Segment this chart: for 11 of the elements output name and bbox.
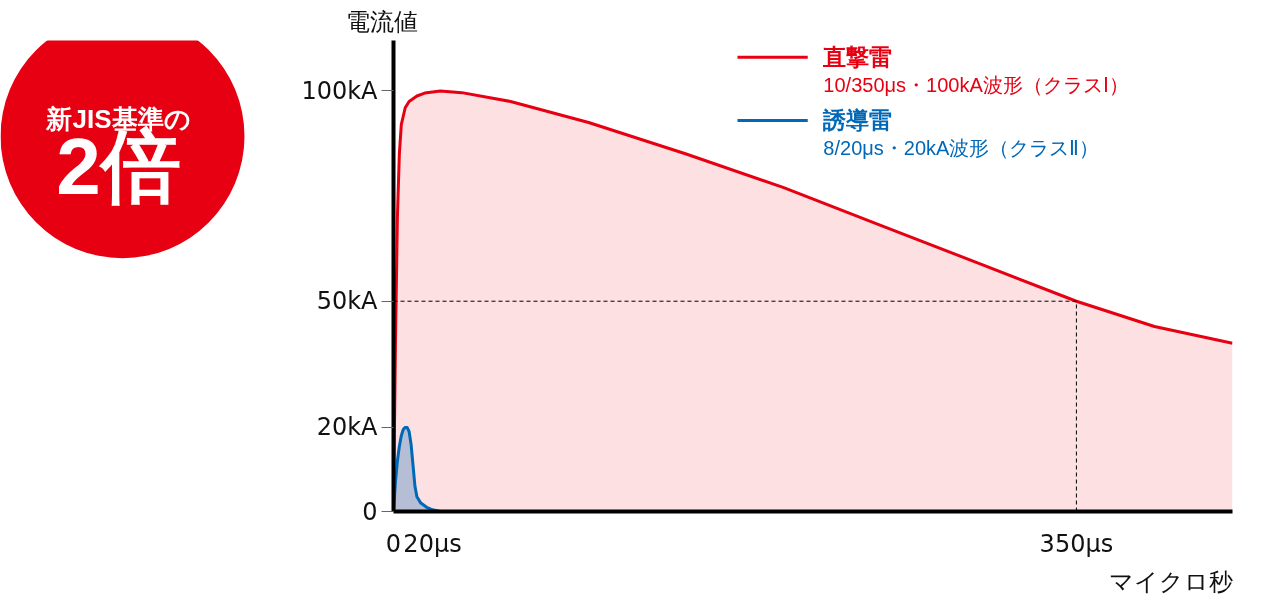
y-tick-label: 50kA <box>316 287 379 316</box>
y-tick-label: 100kA <box>301 76 379 105</box>
y-axis-title: 電流値 <box>345 7 418 36</box>
x-tick-label: 0 <box>385 529 402 558</box>
x-tick-label: 350μs <box>1039 529 1114 558</box>
legend-label: 直撃雷 10/350μs・100kA波形（クラスⅠ） <box>822 44 1129 96</box>
y-tick-label: 20kA <box>316 413 379 442</box>
legend-label: 誘導雷 8/20μs・20kA波形（クラスⅡ） <box>822 107 1100 159</box>
x-axis-title: マイクロ秒 <box>1108 567 1233 596</box>
y-tick-label: 0 <box>362 497 378 526</box>
x-tick-label: 20μs <box>403 529 462 558</box>
